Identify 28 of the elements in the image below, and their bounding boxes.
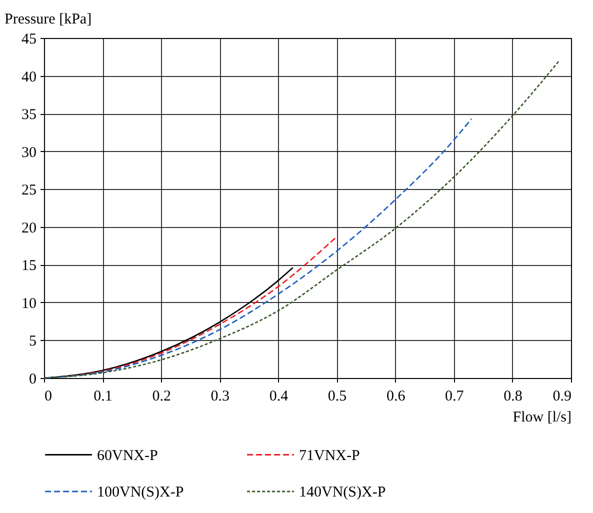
legend-label: 60VNX-P — [97, 448, 158, 464]
y-axis-title: Pressure [kPa] — [4, 12, 92, 28]
y-tick-label: 5 — [29, 334, 36, 350]
x-tick-label: 0.7 — [445, 388, 464, 404]
y-tick-label: 30 — [22, 144, 36, 161]
y-tick-label: 15 — [22, 258, 36, 274]
x-tick-label: 0.9 — [552, 388, 572, 404]
x-tick-label: 0.1 — [94, 388, 112, 404]
y-tick-label: 10 — [22, 296, 36, 312]
y-tick-label: 25 — [22, 182, 36, 199]
y-tick-label: 45 — [22, 32, 36, 48]
x-axis-title: Flow [l/s] — [512, 410, 572, 426]
x-tick-label: 0.8 — [504, 388, 522, 404]
x-tick-label: 0.3 — [210, 388, 230, 404]
x-tick-label: 0.5 — [328, 388, 347, 404]
line-series — [43, 60, 560, 379]
legend-label: 140VN(S)X-P — [299, 484, 386, 500]
legend-label: 71VNX-P — [299, 448, 360, 464]
x-tick-label: 0 — [44, 388, 52, 404]
y-tick-label: 0 — [29, 372, 36, 388]
x-tick-label: 0.2 — [152, 388, 171, 404]
line-series — [43, 118, 472, 379]
y-tick-label: 40 — [22, 69, 36, 86]
x-tick-label: 0.4 — [269, 388, 289, 404]
x-tick-label: 0.6 — [386, 388, 406, 404]
y-tick-label: 35 — [22, 107, 36, 124]
y-tick-label: 20 — [22, 220, 36, 236]
legend-label: 100VN(S)X-P — [97, 484, 184, 500]
